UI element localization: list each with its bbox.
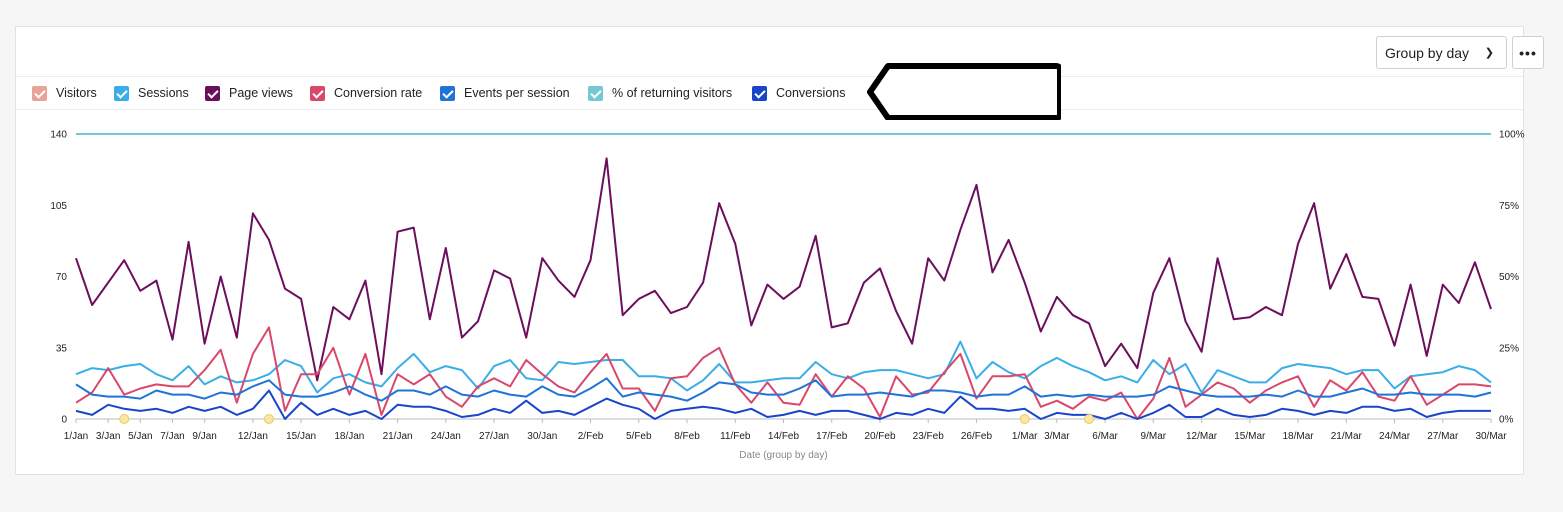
x-tick-label: 1/Mar xyxy=(1012,431,1038,442)
x-tick-label: 23/Feb xyxy=(913,431,945,442)
legend-item-events-per-session[interactable]: Events per session xyxy=(440,84,570,102)
x-tick-label: 3/Jan xyxy=(96,431,120,442)
chevron-down-icon: ❯ xyxy=(1484,47,1494,59)
legend-item-returning-visitors[interactable]: % of returning visitors xyxy=(588,84,732,102)
annotation-marker xyxy=(1084,414,1095,424)
x-tick-label: 18/Jan xyxy=(334,431,364,442)
checkbox-icon[interactable] xyxy=(114,85,129,101)
x-tick-label: 12/Mar xyxy=(1186,431,1218,442)
y-tick-label-left: 105 xyxy=(50,201,67,212)
legend-item-conversions[interactable]: Conversions xyxy=(752,84,845,102)
y-tick-label-right: 0% xyxy=(1499,415,1514,426)
legend-label: % of returning visitors xyxy=(612,86,733,100)
x-tick-label: 5/Jan xyxy=(128,431,152,442)
legend-label: Visitors xyxy=(56,86,97,100)
checkbox-icon[interactable] xyxy=(440,85,455,101)
group-by-dropdown[interactable]: Group by day ❯ xyxy=(1376,36,1507,69)
x-tick-label: 14/Feb xyxy=(768,431,800,442)
redaction-arrow-shape xyxy=(867,63,1061,120)
x-tick-label: 12/Jan xyxy=(238,431,268,442)
x-tick-label: 21/Mar xyxy=(1331,431,1363,442)
x-tick-label: 9/Jan xyxy=(192,431,216,442)
x-tick-label: 7/Jan xyxy=(160,431,184,442)
legend: Visitors Sessions Page views Conversion … xyxy=(16,76,1523,110)
legend-item-sessions[interactable]: Sessions xyxy=(114,84,189,102)
x-tick-label: 3/Mar xyxy=(1044,431,1070,442)
x-tick-label: 20/Feb xyxy=(864,431,896,442)
y-tick-label-left: 0 xyxy=(61,415,67,426)
more-icon: ••• xyxy=(1519,44,1537,61)
y-tick-label-left: 35 xyxy=(56,343,68,354)
checkbox-icon[interactable] xyxy=(205,85,220,101)
y-tick-label-right: 100% xyxy=(1499,130,1525,141)
group-by-label: Group by day xyxy=(1385,44,1470,61)
x-tick-label: 30/Mar xyxy=(1475,431,1507,442)
checkbox-icon[interactable] xyxy=(310,85,325,101)
chart-card: Group by day ❯ ••• Visitors Sessions Pag… xyxy=(15,26,1544,475)
x-tick-label: 15/Jan xyxy=(286,431,316,442)
y-tick-label-right: 25% xyxy=(1499,343,1519,354)
annotation-marker xyxy=(119,414,130,424)
legend-label: Conversions xyxy=(776,86,846,100)
series-line-conversion-rate xyxy=(75,326,1492,420)
series-line-page-views xyxy=(75,157,1492,382)
x-axis-title: Date (group by day) xyxy=(739,450,827,461)
x-tick-label: 24/Jan xyxy=(431,431,461,442)
x-tick-label: 2/Feb xyxy=(578,431,604,442)
chart-toolbar: Group by day ❯ ••• xyxy=(16,27,1544,75)
x-tick-label: 27/Jan xyxy=(479,431,509,442)
legend-label: Sessions xyxy=(138,86,189,100)
legend-item-visitors[interactable]: Visitors xyxy=(32,84,97,102)
annotation-marker xyxy=(263,414,274,424)
x-tick-label: 5/Feb xyxy=(626,431,652,442)
annotation-marker xyxy=(1019,414,1030,424)
x-tick-label: 1/Jan xyxy=(64,431,88,442)
legend-label: Conversion rate xyxy=(334,86,423,100)
x-tick-label: 15/Mar xyxy=(1234,431,1266,442)
checkbox-icon[interactable] xyxy=(32,85,47,101)
x-tick-label: 30/Jan xyxy=(527,431,557,442)
y-tick-label-left: 140 xyxy=(50,130,67,141)
x-tick-label: 6/Mar xyxy=(1092,431,1118,442)
series-line-events-per-session xyxy=(75,377,1492,402)
legend-item-conversion-rate[interactable]: Conversion rate xyxy=(310,84,422,102)
x-tick-label: 27/Mar xyxy=(1427,431,1459,442)
series-line-sessions xyxy=(75,340,1492,394)
legend-item-page-views[interactable]: Page views xyxy=(205,84,293,102)
x-tick-label: 26/Feb xyxy=(961,431,993,442)
y-tick-label-right: 75% xyxy=(1499,201,1519,212)
x-tick-label: 24/Mar xyxy=(1379,431,1411,442)
x-tick-label: 18/Mar xyxy=(1282,431,1314,442)
y-tick-label-left: 70 xyxy=(56,272,68,283)
x-tick-label: 9/Mar xyxy=(1141,431,1167,442)
legend-label: Page views xyxy=(229,86,293,100)
x-tick-label: 11/Feb xyxy=(720,431,751,442)
checkbox-icon[interactable] xyxy=(588,85,603,101)
x-tick-label: 17/Feb xyxy=(816,431,848,442)
checkbox-icon[interactable] xyxy=(752,85,767,101)
x-tick-label: 8/Feb xyxy=(674,431,700,442)
series-line-conversions xyxy=(75,389,1491,420)
y-tick-label-right: 50% xyxy=(1499,272,1519,283)
x-tick-label: 21/Jan xyxy=(383,431,413,442)
more-options-button[interactable]: ••• xyxy=(1512,36,1544,69)
legend-label: Events per session xyxy=(464,86,570,100)
